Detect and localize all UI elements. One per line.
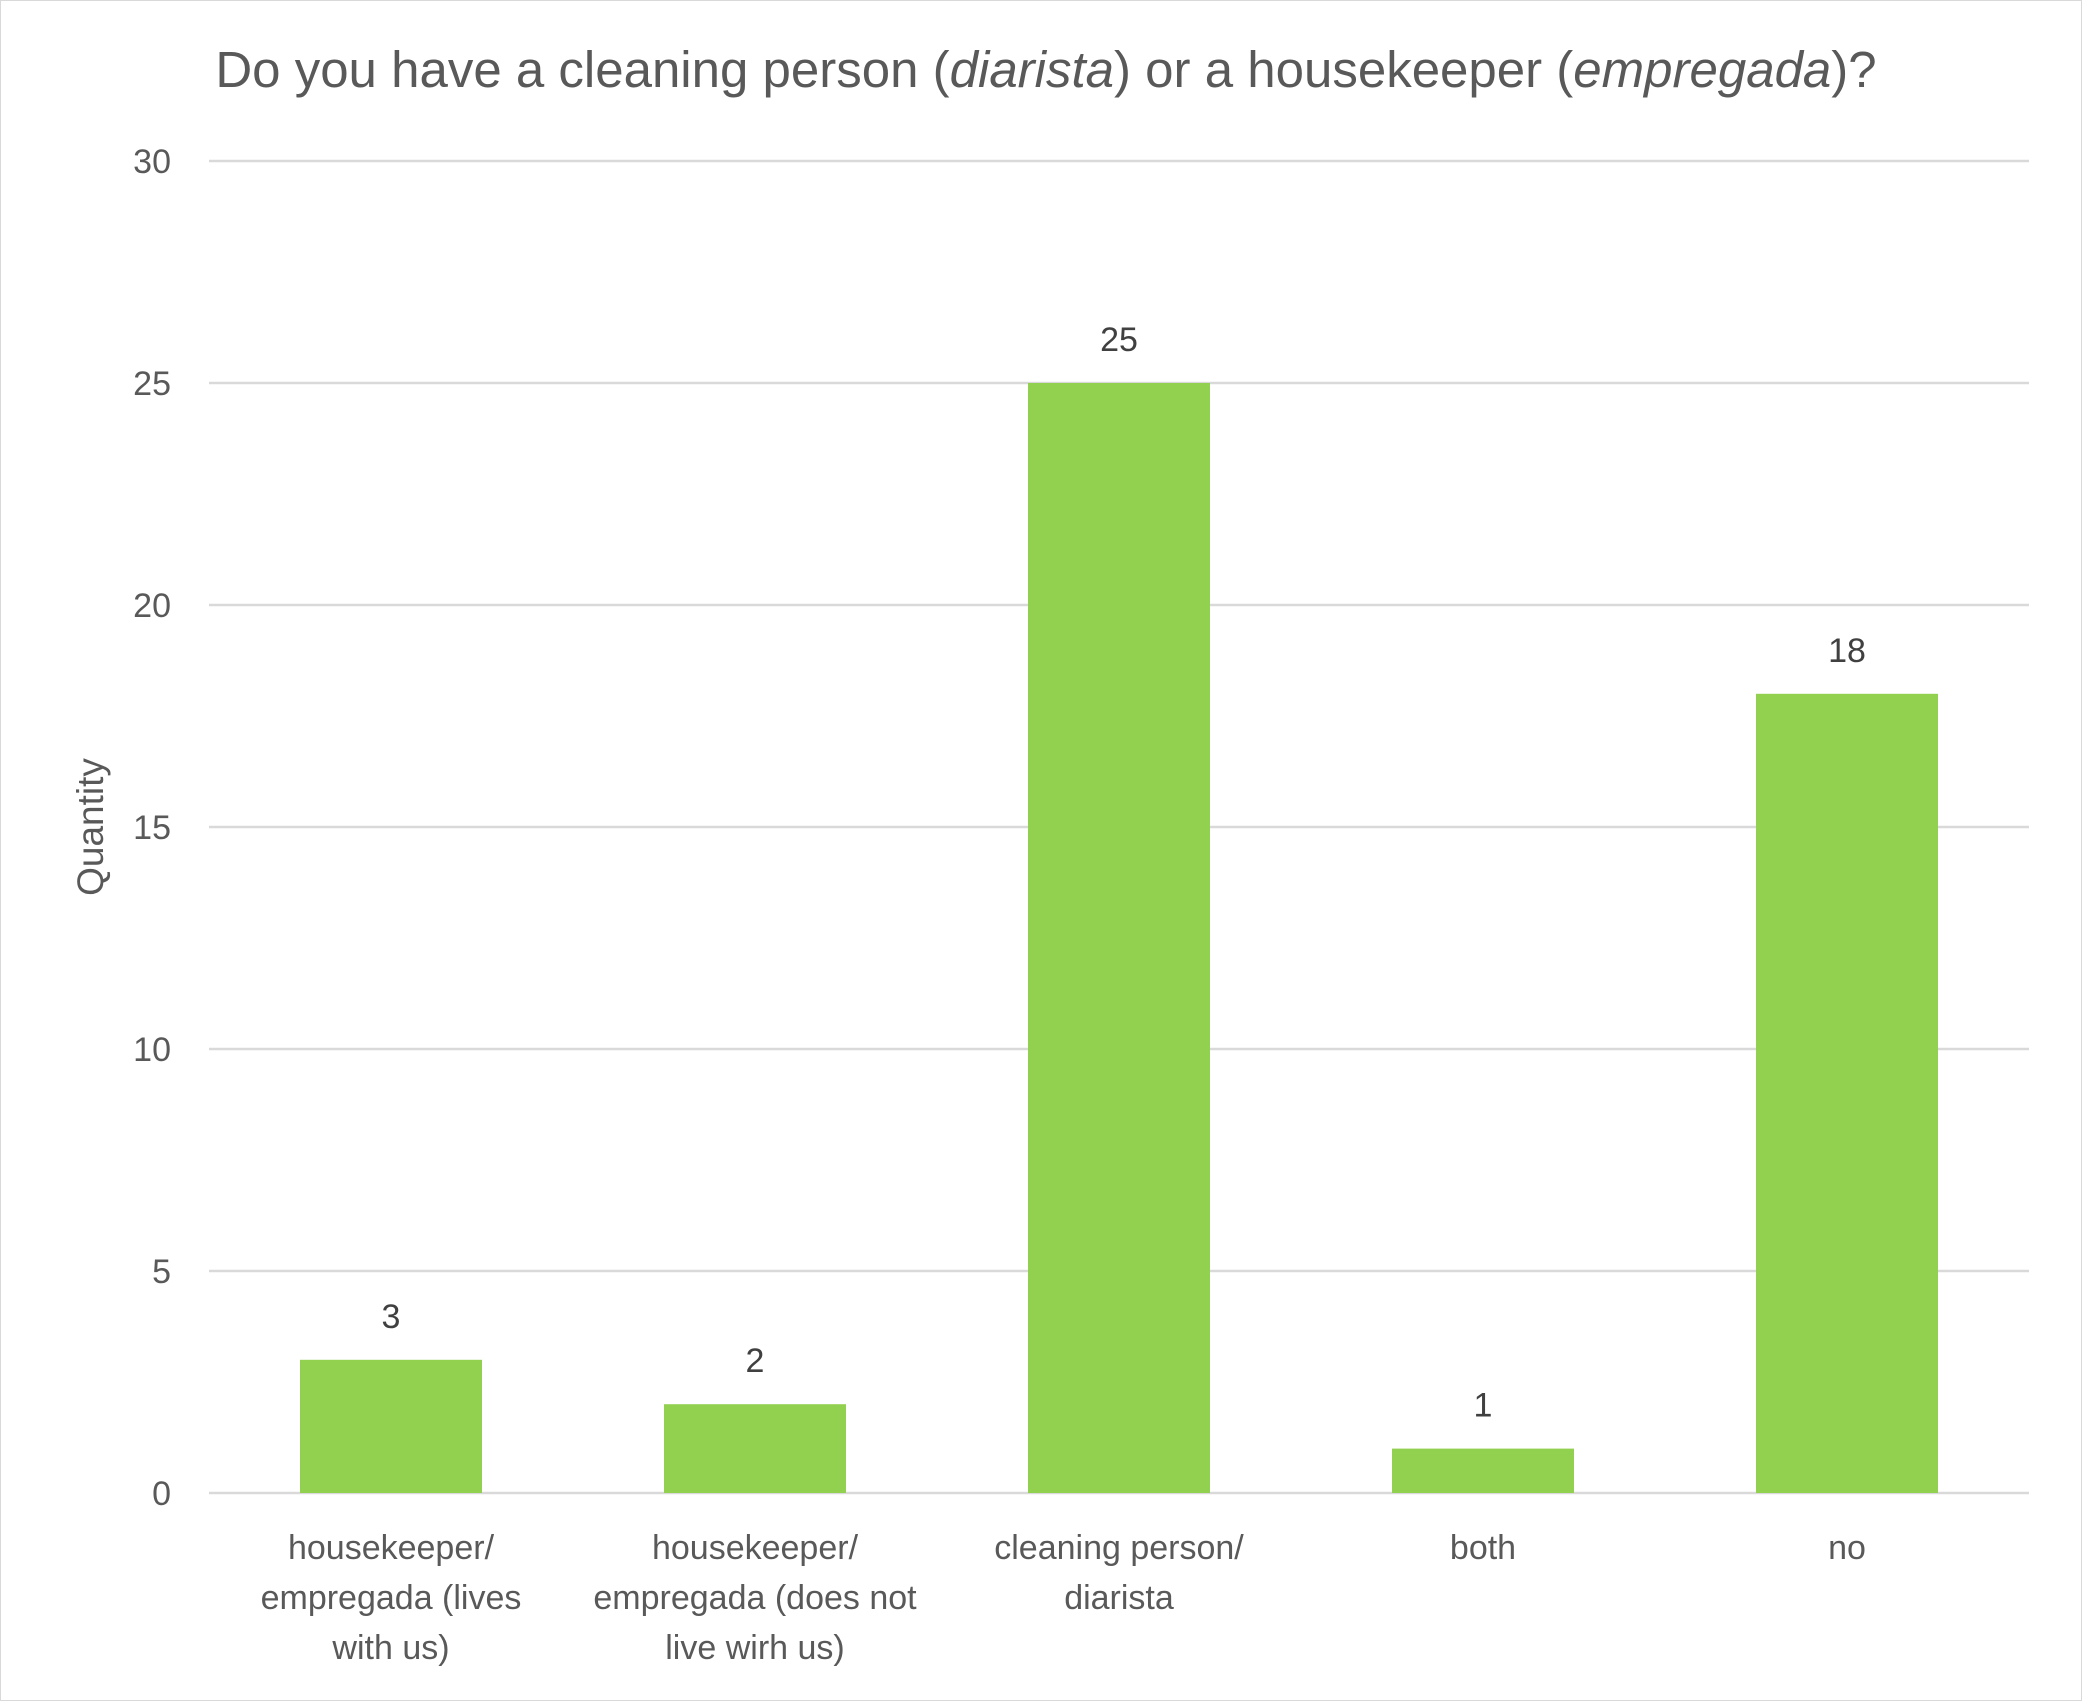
y-tick-label: 0: [152, 1475, 171, 1513]
data-label: 2: [746, 1342, 765, 1380]
y-axis-ticks: 0 5 10 15 20 25 30: [133, 143, 171, 1513]
data-label: 18: [1828, 632, 1866, 670]
x-category-label-line: no: [1828, 1529, 1866, 1567]
bar: [1028, 383, 1210, 1493]
x-category-label: cleaning person/diarista: [994, 1529, 1244, 1617]
data-label: 25: [1100, 321, 1138, 359]
x-category-label: housekeeper/empregada (does not live wirh…: [593, 1529, 917, 1667]
chart-title-part-0: Do you have a cleaning person (: [215, 41, 949, 98]
chart-title-part-4: )?: [1831, 41, 1876, 98]
x-category-label: both: [1450, 1529, 1516, 1567]
x-category-label: housekeeper/empregada (lives with us): [261, 1529, 522, 1667]
y-axis-title: Quantity: [70, 758, 111, 896]
x-category-label-line: housekeeper/: [288, 1529, 495, 1567]
y-tick-label: 30: [133, 143, 171, 181]
x-category-label-line: cleaning person/: [994, 1529, 1244, 1567]
x-category-label-line: both: [1450, 1529, 1516, 1567]
y-tick-label: 15: [133, 809, 171, 847]
x-category-label-line: housekeeper/: [652, 1529, 859, 1567]
x-category-label-line: with us): [331, 1629, 449, 1667]
y-tick-label: 20: [133, 587, 171, 625]
x-category-label-line: diarista: [1064, 1579, 1174, 1617]
y-tick-label: 25: [133, 365, 171, 403]
y-tick-label: 5: [152, 1253, 171, 1291]
bar: [664, 1404, 846, 1493]
x-category-label-line: empregada (lives: [261, 1579, 522, 1617]
chart-title-part-2: ) or a housekeeper (: [1114, 41, 1573, 98]
x-category-label-line: live wirh us): [665, 1629, 844, 1667]
chart-title-part-3: empregada: [1573, 41, 1831, 98]
bar: [300, 1359, 482, 1493]
x-axis-categories: housekeeper/empregada (lives with us)hous…: [261, 1529, 1866, 1667]
bar: [1392, 1448, 1574, 1493]
data-label: 1: [1474, 1387, 1493, 1425]
bar: [1756, 693, 1938, 1493]
data-labels: 3 2 25 1 18: [382, 321, 1866, 1425]
data-label: 3: [382, 1298, 401, 1336]
chart-title-part-1: diarista: [950, 41, 1114, 98]
chart-title: Do you have a cleaning person (diarista)…: [215, 41, 1876, 98]
x-category-label: no: [1828, 1529, 1866, 1567]
y-tick-label: 10: [133, 1031, 171, 1069]
bars: [300, 383, 1938, 1493]
x-category-label-line: empregada (does not: [593, 1579, 917, 1617]
